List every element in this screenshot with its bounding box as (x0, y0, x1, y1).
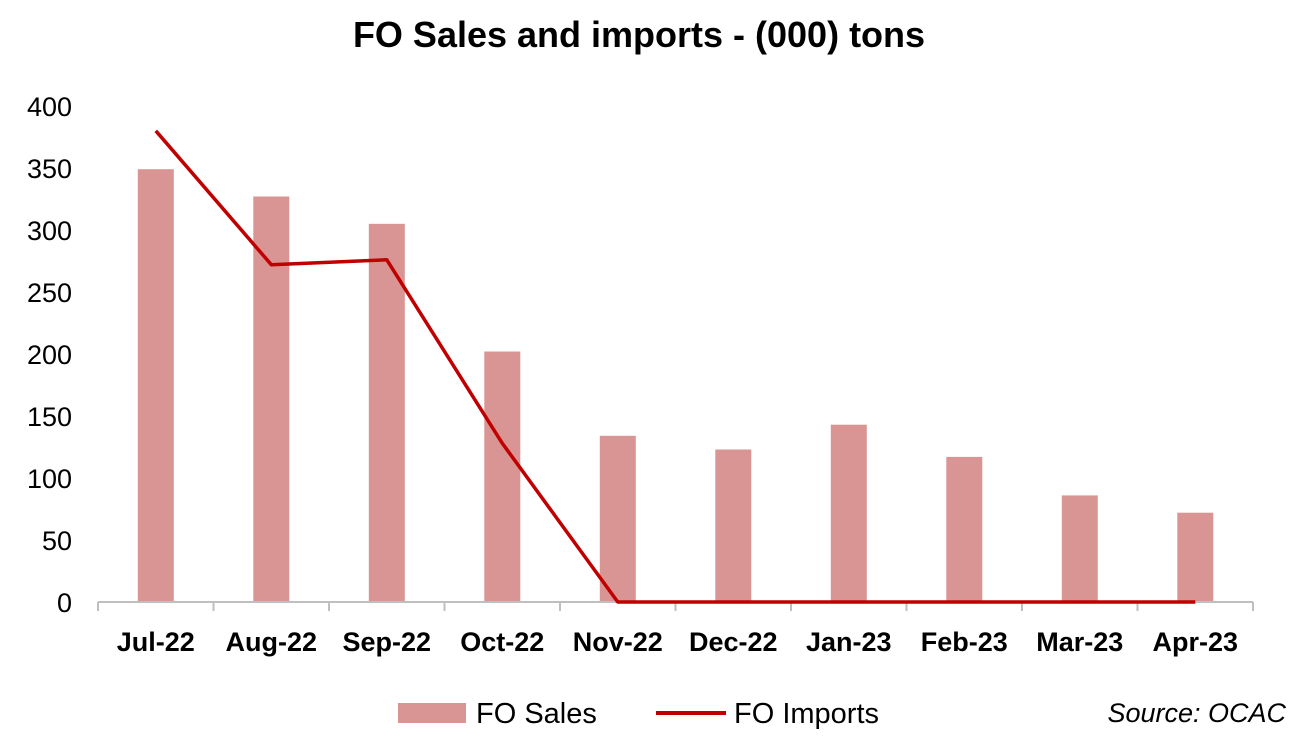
y-tick-label: 300 (27, 216, 72, 246)
x-tick-label: Sep-22 (343, 627, 432, 657)
y-tick-label: 0 (57, 588, 72, 618)
bars-group (137, 169, 1214, 603)
y-tick-label: 50 (42, 526, 72, 556)
bar-dec-22 (715, 449, 752, 602)
x-tick-label: Apr-23 (1153, 627, 1239, 657)
bar-nov-22 (599, 435, 636, 602)
line-fo-imports (154, 129, 1196, 604)
x-tick-label: Jul-22 (117, 627, 195, 657)
bar-mar-23 (1061, 495, 1098, 602)
line-group (154, 129, 1196, 604)
y-tick-label: 250 (27, 278, 72, 308)
x-tick-label: Nov-22 (573, 627, 663, 657)
bar-feb-23 (946, 456, 983, 602)
bar-apr-23 (1177, 512, 1214, 602)
source-note: Source: OCAC (1107, 698, 1286, 728)
legend-label-fo-imports: FO Imports (734, 698, 879, 730)
x-tick-label: Mar-23 (1036, 627, 1123, 657)
chart-title: FO Sales and imports - (000) tons (352, 14, 926, 55)
bar-oct-22 (484, 351, 521, 602)
legend: FO Sales FO Imports (398, 698, 879, 730)
x-tick-label: Feb-23 (921, 627, 1008, 657)
x-tick-label: Jan-23 (806, 627, 892, 657)
x-tick-labels: Jul-22 Aug-22 Sep-22 Oct-22 Nov-22 Dec-22 Jan-… (117, 627, 1238, 657)
bar-sep-22 (368, 223, 405, 603)
y-tick-label: 350 (27, 154, 72, 184)
y-tick-labels: 0 50 100 150 200 250 300 350 400 (27, 92, 72, 618)
bar-aug-22 (253, 196, 290, 602)
legend-swatch-fo-sales (398, 703, 466, 723)
bar-jan-23 (830, 424, 867, 602)
x-tick-label: Oct-22 (460, 627, 544, 657)
bar-jul-22 (137, 169, 174, 602)
x-tick-label: Dec-22 (689, 627, 778, 657)
legend-label-fo-sales: FO Sales (476, 698, 597, 730)
y-tick-label: 400 (27, 92, 72, 122)
y-tick-label: 200 (27, 340, 72, 370)
y-tick-label: 150 (27, 402, 72, 432)
x-tick-label: Aug-22 (226, 627, 318, 657)
y-tick-label: 100 (27, 464, 72, 494)
